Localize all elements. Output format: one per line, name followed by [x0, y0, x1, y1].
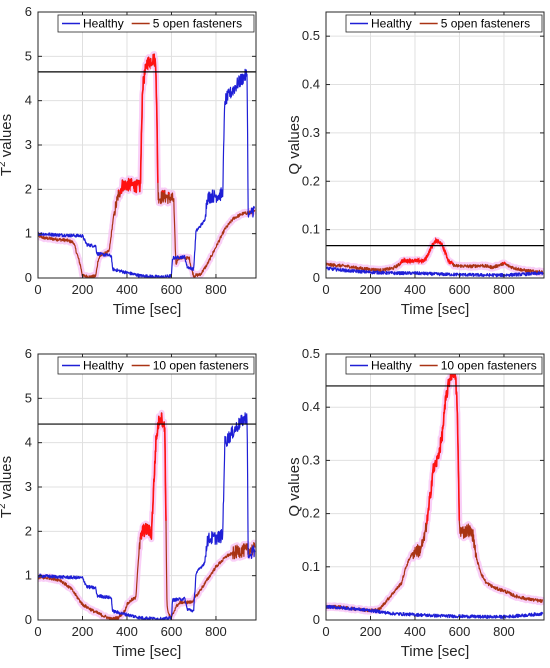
y-axis-label: Q values: [286, 115, 303, 174]
plot-area: [326, 354, 544, 620]
series-line-healthy: [38, 68, 255, 278]
y-tick-label: 0.3: [302, 125, 320, 140]
legend: Healthy 5 open fasteners: [345, 14, 543, 33]
legend-box: [57, 356, 255, 375]
y-tick-label: 0: [25, 270, 32, 285]
legend-entry: 10 open fasteners: [441, 359, 537, 373]
x-tick-label: 800: [493, 624, 515, 639]
legend-entry: 5 open fasteners: [153, 17, 242, 31]
y-tick-label: 0.2: [302, 506, 320, 521]
y-tick-label: 4: [25, 435, 32, 450]
legend: Healthy 10 open fasteners: [345, 356, 543, 375]
chart-panel-2: 0 200 400 600 800 0 0.1 0.2 0.3 0.4 0.5 Time [sec] Q…: [286, 11, 545, 318]
x-tick-label: 200: [360, 624, 382, 639]
x-axis-label: Time [sec]: [401, 643, 470, 660]
x-tick-label: 0: [322, 282, 329, 297]
legend-box: [345, 14, 543, 33]
data-layer: [326, 361, 544, 619]
y-tick-label: 0: [25, 612, 32, 627]
y-tick-label: 0.1: [302, 222, 320, 237]
axes-box: [325, 353, 545, 621]
series-peak-segment: [501, 262, 504, 264]
y-tick-label: 0.5: [302, 28, 320, 43]
legend-box: [345, 356, 543, 375]
x-tick-label: 0: [322, 624, 329, 639]
y-tick-label: 0.4: [302, 399, 320, 414]
y-axis-label: T2 values: [0, 114, 15, 176]
y-tick-label: 1: [25, 226, 32, 241]
chart-panel-4: 0 200 400 600 800 0 0.1 0.2 0.3 0.4 0.5 Time [sec] Q…: [286, 346, 545, 660]
y-tick-label: 2: [25, 181, 32, 196]
y-tick-label: 0.2: [302, 173, 320, 188]
series-peak-segment: [139, 412, 167, 540]
data-layer: [326, 236, 544, 278]
y-tick-label: 6: [25, 346, 32, 361]
y-tick-label: 0.3: [302, 452, 320, 467]
y-tick-label: 5: [25, 48, 32, 63]
y-tick-label: 3: [25, 479, 32, 494]
x-axis-label: Time [sec]: [113, 301, 182, 318]
y-axis-label: Q values: [286, 457, 303, 516]
x-tick-label: 400: [116, 624, 138, 639]
x-axis-label: Time [sec]: [113, 643, 182, 660]
x-tick-label: 200: [72, 624, 94, 639]
series-peak-segment: [503, 261, 506, 265]
x-tick-label: 400: [116, 282, 138, 297]
x-tick-label: 0: [34, 624, 41, 639]
data-layer: [38, 51, 256, 278]
series-line-healthy: [326, 604, 544, 619]
axes-box: [325, 11, 545, 279]
x-tick-label: 800: [205, 282, 227, 297]
legend: Healthy 5 open fasteners: [57, 14, 255, 33]
legend-entry: 5 open fasteners: [441, 17, 530, 31]
series-line-healthy: [38, 412, 256, 620]
x-tick-label: 400: [404, 282, 426, 297]
y-tick-label: 3: [25, 137, 32, 152]
x-tick-label: 400: [404, 624, 426, 639]
x-tick-label: 800: [493, 282, 515, 297]
x-tick-label: 200: [360, 282, 382, 297]
legend-entry: Healthy: [83, 17, 124, 31]
y-tick-label: 5: [25, 390, 32, 405]
legend-entry: 10 open fasteners: [153, 359, 249, 373]
series-peak-segment: [399, 236, 454, 266]
x-tick-label: 600: [449, 624, 471, 639]
legend-entry: Healthy: [371, 17, 412, 31]
series-peak-segment: [119, 53, 159, 195]
plot-area: [326, 12, 544, 278]
y-tick-label: 2: [25, 523, 32, 538]
y-tick-label: 0: [313, 270, 320, 285]
y-tick-label: 6: [25, 4, 32, 19]
y-tick-label: 0.5: [302, 346, 320, 361]
series-line-healthy: [326, 266, 544, 278]
y-tick-label: 0.4: [302, 77, 320, 92]
legend-entry: Healthy: [371, 359, 412, 373]
legend-box: [57, 14, 255, 33]
legend: Healthy 10 open fasteners: [57, 356, 255, 375]
y-tick-label: 0: [313, 612, 320, 627]
x-axis-label: Time [sec]: [401, 301, 470, 318]
data-layer: [38, 409, 256, 620]
x-tick-label: 200: [72, 282, 94, 297]
x-tick-label: 800: [205, 624, 227, 639]
x-tick-label: 0: [34, 282, 41, 297]
y-tick-label: 4: [25, 93, 32, 108]
y-tick-label: 0.1: [302, 559, 320, 574]
chart-panel-1: 0 200 400 600 800 0 1 2 3 4 5 6 Time [sec] T2 values H…: [0, 4, 257, 318]
series-peak-segment: [167, 192, 170, 195]
x-tick-label: 600: [161, 282, 183, 297]
y-axis-label: T2 values: [0, 456, 15, 518]
chart-panel-3: 0 200 400 600 800 0 1 2 3 4 5 6 Time [sec] T2 values H…: [0, 346, 257, 660]
legend-entry: Healthy: [83, 359, 124, 373]
x-tick-label: 600: [449, 282, 471, 297]
y-tick-label: 1: [25, 568, 32, 583]
x-tick-label: 600: [161, 624, 183, 639]
series-peak-segment: [117, 189, 120, 192]
